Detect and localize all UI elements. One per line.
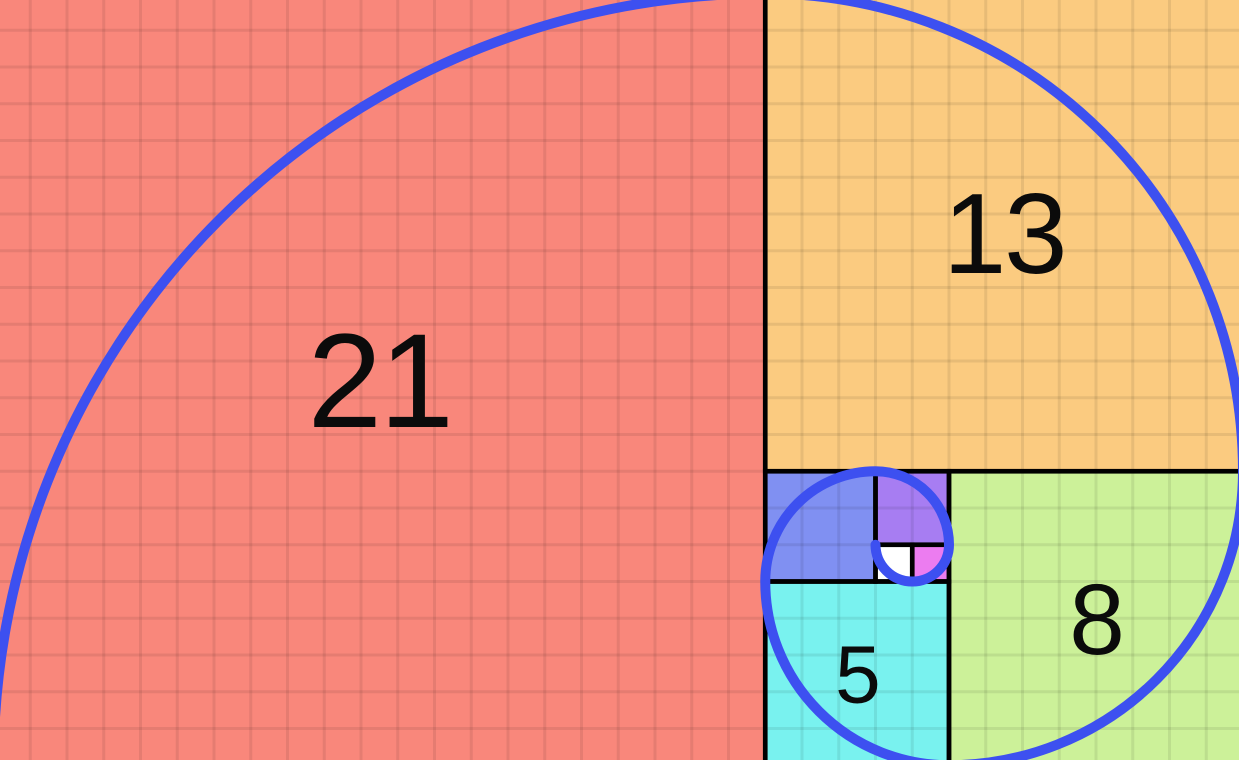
square-labels-layer: 21 13 8 5 (308, 171, 1125, 721)
square-21 (0, 0, 765, 760)
square-21-label: 21 (308, 307, 452, 456)
square-8-label: 8 (1069, 564, 1123, 676)
square-5 (765, 581, 949, 760)
square-8 (949, 471, 1239, 760)
square-13 (765, 0, 1239, 472)
square-13-label: 13 (943, 171, 1065, 298)
square-5-label: 5 (835, 629, 879, 720)
